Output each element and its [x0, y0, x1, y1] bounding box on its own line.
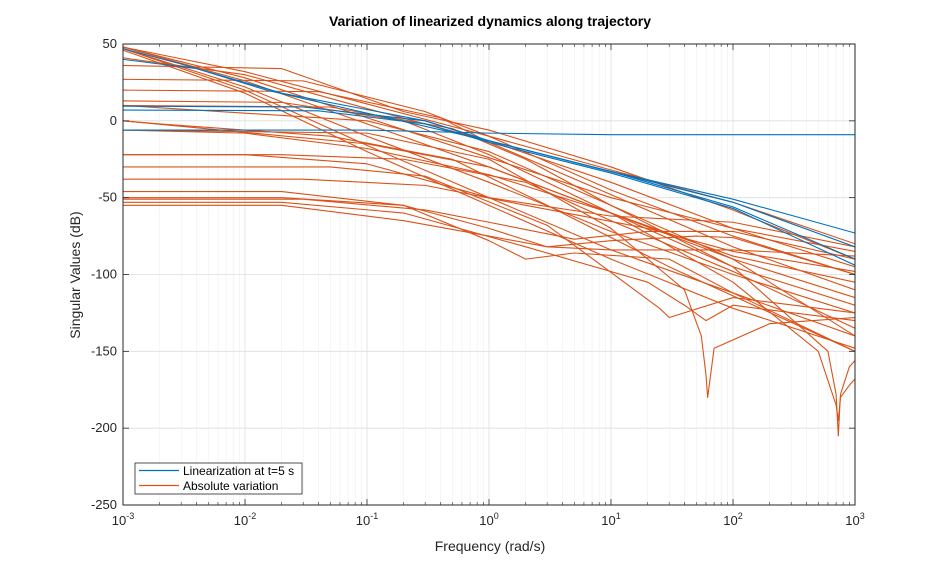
- series-line-absolute-variation: [123, 48, 855, 314]
- x-tick-label: 103: [845, 511, 864, 528]
- series-line-absolute-variation: [123, 129, 855, 398]
- legend-label-absolute-variation: Absolute variation: [183, 479, 278, 493]
- y-tick-label: -150: [91, 343, 117, 358]
- series-line-absolute-variation: [123, 198, 855, 260]
- x-tick-label-exponent: -3: [126, 511, 134, 521]
- y-tick-labels: 50 0 -50 -100 -150 -200 -250: [91, 36, 117, 512]
- x-tick-labels: 10-3 10-2 10-1 100 101 102 103: [112, 511, 865, 528]
- x-tick-label: 102: [723, 511, 742, 528]
- series-line-absolute-variation: [123, 190, 855, 352]
- x-tick-label-base: 10: [601, 513, 615, 528]
- series-line-absolute-variation: [123, 78, 855, 276]
- series-line-absolute-variation: [123, 104, 855, 437]
- x-tick-label-base: 10: [479, 513, 493, 528]
- y-tick-label: -250: [91, 497, 117, 512]
- y-tick-label: -50: [98, 190, 117, 205]
- series-lines: [123, 46, 855, 437]
- legend: Linearization at t=5 s Absolute variatio…: [134, 462, 303, 495]
- x-tick-label: 100: [479, 511, 498, 528]
- y-tick-label: -100: [91, 267, 117, 282]
- series-line-absolute-variation: [123, 201, 855, 322]
- y-tick-label: 0: [110, 113, 117, 128]
- x-tick-label-exponent: 1: [616, 511, 621, 521]
- x-tick-label-exponent: 0: [494, 511, 499, 521]
- x-tick-label-base: 10: [845, 513, 859, 528]
- legend-box: [134, 462, 303, 495]
- series-line-linearization: [123, 105, 855, 260]
- series-line-absolute-variation: [123, 129, 855, 337]
- tick-marks: [122, 43, 856, 506]
- x-tick-label-exponent: 3: [860, 511, 865, 521]
- x-tick-label-exponent: 2: [738, 511, 743, 521]
- series-line-absolute-variation: [123, 64, 855, 260]
- series-line-linearization: [123, 109, 855, 266]
- series-line-linearization: [123, 129, 855, 136]
- series-line-absolute-variation: [123, 166, 855, 319]
- x-tick-label-exponent: -2: [248, 511, 256, 521]
- axes: 10-3 10-2 10-1 100 101 102 103 500-50-100-150-…: [91, 36, 865, 528]
- y-axis-label: Singular Values (dB): [67, 211, 83, 338]
- series-line-absolute-variation: [123, 178, 855, 272]
- x-tick-label-base: 10: [723, 513, 737, 528]
- x-tick-label-base: 10: [112, 513, 126, 528]
- series-line-absolute-variation: [123, 204, 855, 257]
- series-line-absolute-variation: [123, 120, 855, 422]
- x-tick-label-base: 10: [234, 513, 248, 528]
- series-line-absolute-variation: [123, 154, 855, 329]
- x-tick-label-exponent: -1: [370, 511, 378, 521]
- x-tick-label: 10-1: [356, 511, 378, 528]
- y-tick-label: 50: [103, 36, 117, 51]
- x-tick-label: 101: [601, 511, 620, 528]
- x-axis-label: Frequency (rad/s): [435, 538, 545, 554]
- y-tick-label: -200: [91, 420, 117, 435]
- chart-title: Variation of linearized dynamics along t…: [329, 13, 651, 29]
- x-tick-label: 10-2: [234, 511, 256, 528]
- x-tick-label: 10-3: [112, 511, 134, 528]
- series-line-absolute-variation: [123, 49, 855, 349]
- legend-label-linearization: Linearization at t=5 s: [183, 464, 294, 478]
- x-tick-label-base: 10: [356, 513, 370, 528]
